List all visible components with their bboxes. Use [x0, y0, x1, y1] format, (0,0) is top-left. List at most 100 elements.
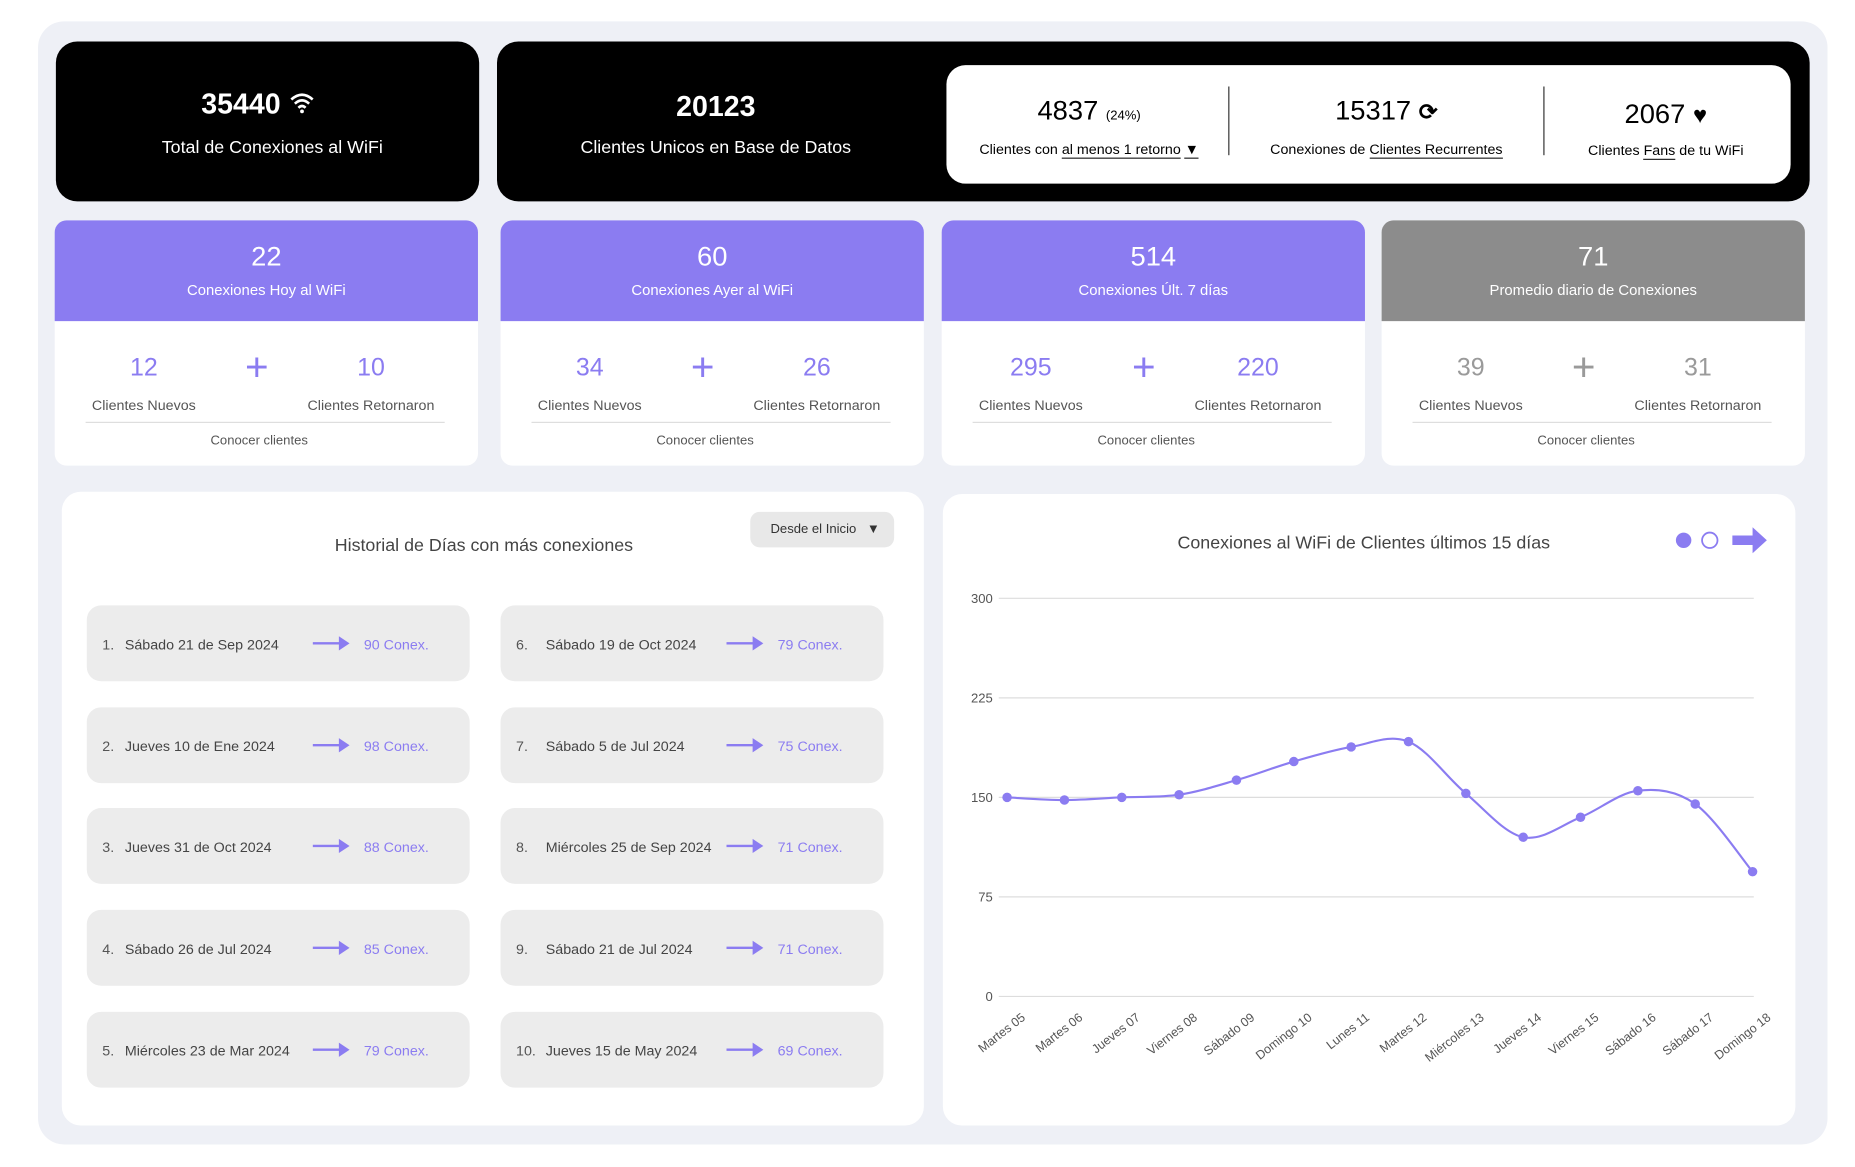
history-item: 10. Jueves 15 de May 2024 69 Conex.	[500, 1011, 884, 1088]
value: 35440	[201, 88, 281, 121]
day: Sábado 21 de Jul 2024	[545, 940, 693, 958]
unique-value: 20123	[676, 91, 756, 124]
card-label: Conexiones Últ. 7 días	[1078, 281, 1229, 299]
card-header: 22 Conexiones Hoy al WiFi	[54, 220, 478, 322]
arrow-icon	[312, 839, 350, 854]
ret-label: Clientes Retornaron	[307, 396, 435, 414]
point	[1174, 789, 1184, 800]
unique-label: Clientes Unicos en Base de Datos	[580, 137, 852, 158]
arrow-icon	[312, 1042, 350, 1057]
separator	[972, 421, 1332, 423]
rank: 9.	[516, 940, 528, 958]
count: 79 Conex.	[777, 636, 843, 653]
point	[1117, 792, 1127, 803]
history-item: 1. Sábado 21 de Sep 2024 90 Conex.	[86, 605, 470, 682]
arrow-icon	[726, 839, 764, 854]
x-tick-label: Martes 12	[1377, 1010, 1429, 1055]
card-link[interactable]: Conocer clientes	[1097, 433, 1195, 448]
point	[1633, 785, 1643, 796]
day: Miércoles 23 de Mar 2024	[124, 1042, 290, 1059]
x-tick-label: Jueves 07	[1089, 1010, 1143, 1056]
point	[1346, 742, 1356, 752]
card-value: 514	[1130, 240, 1177, 272]
total-card: 35440 Total de Conexiones al WiFi	[55, 41, 480, 202]
card-link[interactable]: Conocer clientes	[656, 433, 754, 448]
value: 15317	[1335, 94, 1412, 126]
arrow-icon	[726, 940, 764, 956]
divider	[1543, 86, 1545, 156]
x-tick-label: Domingo 18	[1712, 1010, 1774, 1062]
history-title: Historial de Días con más conexiones	[334, 535, 634, 556]
plus: +	[1571, 344, 1596, 390]
recurrent-value: 15317 ⟳	[1335, 94, 1438, 126]
y-tick-label: 150	[971, 790, 993, 805]
card-value: 60	[696, 240, 728, 272]
count: 85 Conex.	[363, 940, 429, 958]
y-tick-label: 300	[971, 591, 993, 606]
x-tick-label: Domingo 10	[1253, 1010, 1315, 1062]
history-item: 9. Sábado 21 de Jul 2024 71 Conex.	[500, 910, 884, 986]
link[interactable]: al menos 1 retorno	[1061, 140, 1181, 159]
rank: 3.	[102, 839, 115, 856]
x-tick-label: Sábado 17	[1660, 1010, 1716, 1058]
point	[1461, 788, 1471, 799]
count: 71 Conex.	[777, 940, 843, 958]
new-value: 39	[1456, 354, 1485, 382]
rank: 4.	[102, 940, 115, 958]
day: Miércoles 25 de Sep 2024	[545, 839, 712, 856]
link[interactable]: Clientes Recurrentes	[1369, 140, 1503, 159]
y-tick-label: 225	[971, 691, 993, 706]
card-label: Promedio diario de Conexiones	[1489, 281, 1697, 299]
point	[1231, 775, 1242, 785]
page-dot[interactable]	[1701, 531, 1719, 549]
card-link[interactable]: Conocer clientes	[1537, 433, 1635, 448]
ret-value: 31	[1683, 354, 1712, 382]
card-label: Conexiones Ayer al WiFi	[631, 281, 794, 299]
label: Clientes	[1588, 142, 1640, 159]
stat-card: 22 Conexiones Hoy al WiFi 12 Clientes Nuevo…	[54, 220, 478, 466]
point	[1575, 812, 1586, 823]
arrow-icon	[726, 737, 764, 752]
x-tick-label: Martes 05	[976, 1010, 1028, 1055]
history-item: 5. Miércoles 23 de Mar 2024 79 Conex.	[86, 1011, 470, 1088]
ret-label: Clientes Retornaron	[753, 396, 881, 414]
return-value: 4837 (24%)	[946, 95, 1231, 127]
count: 98 Conex.	[363, 737, 429, 755]
value: 4837	[1037, 94, 1099, 126]
x-tick-label: Viernes 08	[1145, 1010, 1201, 1058]
filter-label: Desde el Inicio	[770, 522, 857, 537]
history-item: 3. Jueves 31 de Oct 2024 88 Conex.	[86, 808, 470, 885]
unique-card: 20123 Clientes Unicos en Base de Datos 4…	[497, 41, 1810, 202]
stat-card: 514 Conexiones Últ. 7 días 295 Clientes Nue…	[941, 220, 1365, 466]
ret-label: Clientes Retornaron	[1194, 396, 1322, 414]
next-arrow[interactable]	[1732, 527, 1767, 554]
card-link[interactable]: Conocer clientes	[210, 433, 308, 448]
point	[1403, 736, 1414, 747]
history-panel: Historial de Días con más conexiones Des…	[61, 491, 924, 1126]
link[interactable]: Fans	[1643, 142, 1676, 160]
new-label: Clientes Nuevos	[537, 396, 642, 414]
filter-dropdown[interactable]: Desde el Inicio ▼	[750, 511, 895, 548]
arrow-icon	[726, 1042, 764, 1057]
page-dot[interactable]	[1675, 532, 1692, 548]
new-label: Clientes Nuevos	[978, 396, 1083, 414]
divider	[1228, 86, 1230, 156]
x-tick-label: Martes 06	[1033, 1010, 1085, 1055]
card-value: 22	[251, 240, 282, 272]
new-value: 295	[1010, 354, 1052, 382]
count: 69 Conex.	[777, 1042, 843, 1059]
fans-value: 2067 ♥	[1624, 98, 1708, 130]
card-header: 60 Conexiones Ayer al WiFi	[500, 220, 924, 322]
ret-value: 10	[357, 354, 385, 382]
history-item: 2. Jueves 10 de Ene 2024 98 Conex.	[86, 706, 470, 783]
separator	[531, 421, 891, 423]
ret-value: 26	[802, 354, 831, 382]
x-tick-label: Sábado 16	[1603, 1010, 1659, 1058]
count: 90 Conex.	[363, 636, 429, 653]
card-label: Conexiones Hoy al WiFi	[187, 281, 346, 299]
new-value: 12	[129, 354, 158, 382]
history-item: 7. Sábado 5 de Jul 2024 75 Conex.	[500, 706, 884, 783]
point	[1289, 756, 1299, 767]
